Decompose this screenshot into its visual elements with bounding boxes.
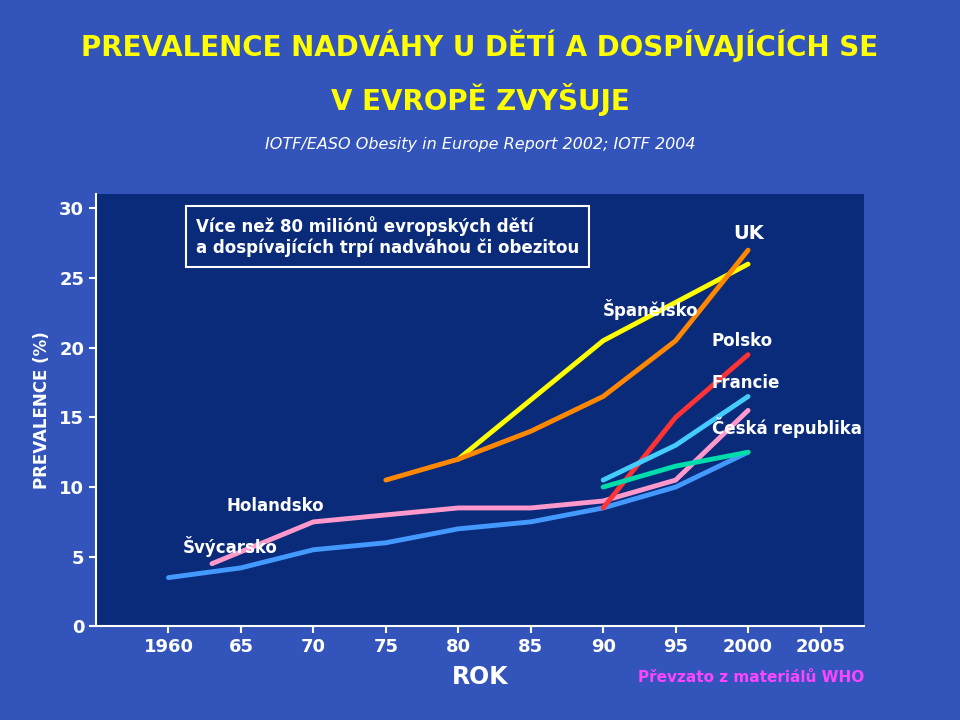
Text: PREVALENCE NADVÁHY U DĚTÍ A DOSPÍVAJÍCÍCH SE: PREVALENCE NADVÁHY U DĚTÍ A DOSPÍVAJÍCÍC… xyxy=(82,30,878,63)
Text: IOTF/EASO Obesity in Europe Report 2002; IOTF 2004: IOTF/EASO Obesity in Europe Report 2002;… xyxy=(265,138,695,153)
Text: Švýcarsko: Švýcarsko xyxy=(183,536,277,557)
Text: Francie: Francie xyxy=(712,374,780,392)
Text: Polsko: Polsko xyxy=(712,333,773,351)
X-axis label: ROK: ROK xyxy=(452,665,508,688)
Y-axis label: PREVALENCE (%): PREVALENCE (%) xyxy=(33,331,51,490)
Text: Česká republika: Česká republika xyxy=(712,418,862,438)
Text: V EVROPĚ ZVYŠUJE: V EVROPĚ ZVYŠUJE xyxy=(330,83,630,116)
Text: Holandsko: Holandsko xyxy=(227,497,324,515)
Text: UK: UK xyxy=(733,224,764,243)
Text: Převzato z materiálů WHO: Převzato z materiálů WHO xyxy=(637,670,864,685)
Text: Více než 80 miliónů evropských dětí
a dospívajících trpí nadváhou či obezitou: Více než 80 miliónů evropských dětí a do… xyxy=(196,216,579,257)
Text: Španělsko: Španělsko xyxy=(603,299,699,320)
